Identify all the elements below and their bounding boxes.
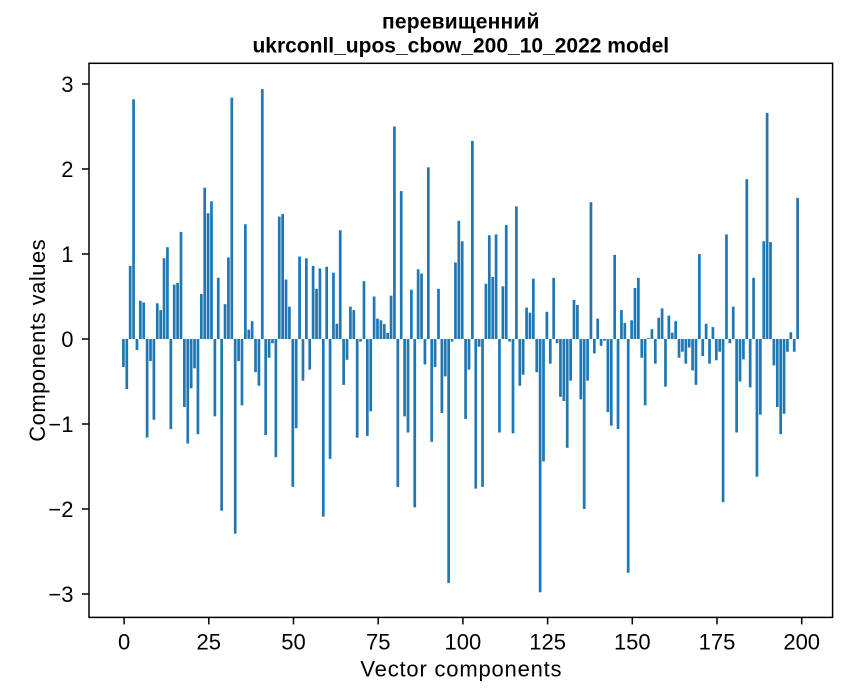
svg-text:100: 100	[445, 630, 482, 655]
svg-text:1: 1	[61, 242, 73, 267]
svg-text:150: 150	[614, 630, 651, 655]
svg-text:2: 2	[61, 157, 73, 182]
svg-text:200: 200	[783, 630, 820, 655]
svg-text:125: 125	[529, 630, 566, 655]
svg-text:−3: −3	[48, 582, 73, 607]
svg-text:ukrconll_upos_cbow_200_10_2022: ukrconll_upos_cbow_200_10_2022 model	[252, 35, 669, 58]
svg-text:−1: −1	[48, 412, 73, 437]
svg-text:0: 0	[118, 630, 130, 655]
svg-text:3: 3	[61, 72, 73, 97]
svg-text:75: 75	[366, 630, 390, 655]
svg-text:−2: −2	[48, 497, 73, 522]
svg-text:Components values: Components values	[25, 239, 50, 442]
svg-text:0: 0	[61, 327, 73, 352]
svg-text:175: 175	[699, 630, 736, 655]
svg-text:Vector components: Vector components	[360, 657, 562, 682]
svg-text:50: 50	[281, 630, 305, 655]
svg-text:перевищенний: перевищенний	[382, 11, 540, 34]
svg-text:25: 25	[197, 630, 221, 655]
